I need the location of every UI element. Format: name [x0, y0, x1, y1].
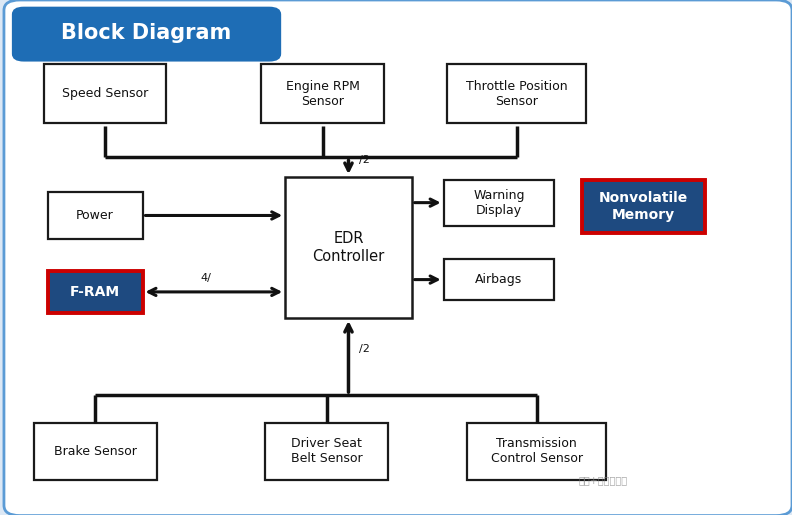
FancyBboxPatch shape: [265, 423, 388, 479]
Text: Speed Sensor: Speed Sensor: [62, 87, 148, 100]
FancyBboxPatch shape: [582, 180, 705, 233]
Text: Warning
Display: Warning Display: [473, 188, 525, 217]
FancyBboxPatch shape: [48, 271, 143, 313]
Text: F-RAM: F-RAM: [70, 285, 120, 299]
FancyBboxPatch shape: [48, 193, 143, 238]
Text: /2: /2: [359, 344, 370, 354]
Text: Transmission
Control Sensor: Transmission Control Sensor: [490, 437, 583, 466]
Text: /2: /2: [359, 154, 370, 165]
Text: Airbags: Airbags: [475, 273, 523, 286]
FancyBboxPatch shape: [447, 64, 586, 123]
FancyBboxPatch shape: [34, 423, 157, 479]
FancyBboxPatch shape: [285, 177, 412, 318]
Text: Nonvolatile
Memory: Nonvolatile Memory: [599, 192, 688, 221]
Text: Engine RPM
Sensor: Engine RPM Sensor: [286, 80, 360, 108]
Text: 雪球+物联网智库: 雪球+物联网智库: [578, 475, 627, 485]
Text: Driver Seat
Belt Sensor: Driver Seat Belt Sensor: [291, 437, 363, 466]
Text: Throttle Position
Sensor: Throttle Position Sensor: [466, 80, 568, 108]
FancyBboxPatch shape: [12, 7, 281, 62]
FancyBboxPatch shape: [4, 0, 792, 515]
Text: Brake Sensor: Brake Sensor: [54, 445, 137, 458]
FancyBboxPatch shape: [261, 64, 384, 123]
Text: Block Diagram: Block Diagram: [62, 23, 231, 43]
Text: 4/: 4/: [200, 272, 211, 283]
Text: Power: Power: [76, 209, 114, 222]
Text: EDR
Controller: EDR Controller: [312, 231, 385, 264]
FancyBboxPatch shape: [444, 180, 554, 226]
FancyBboxPatch shape: [467, 423, 606, 479]
FancyBboxPatch shape: [44, 64, 166, 123]
FancyBboxPatch shape: [444, 259, 554, 300]
